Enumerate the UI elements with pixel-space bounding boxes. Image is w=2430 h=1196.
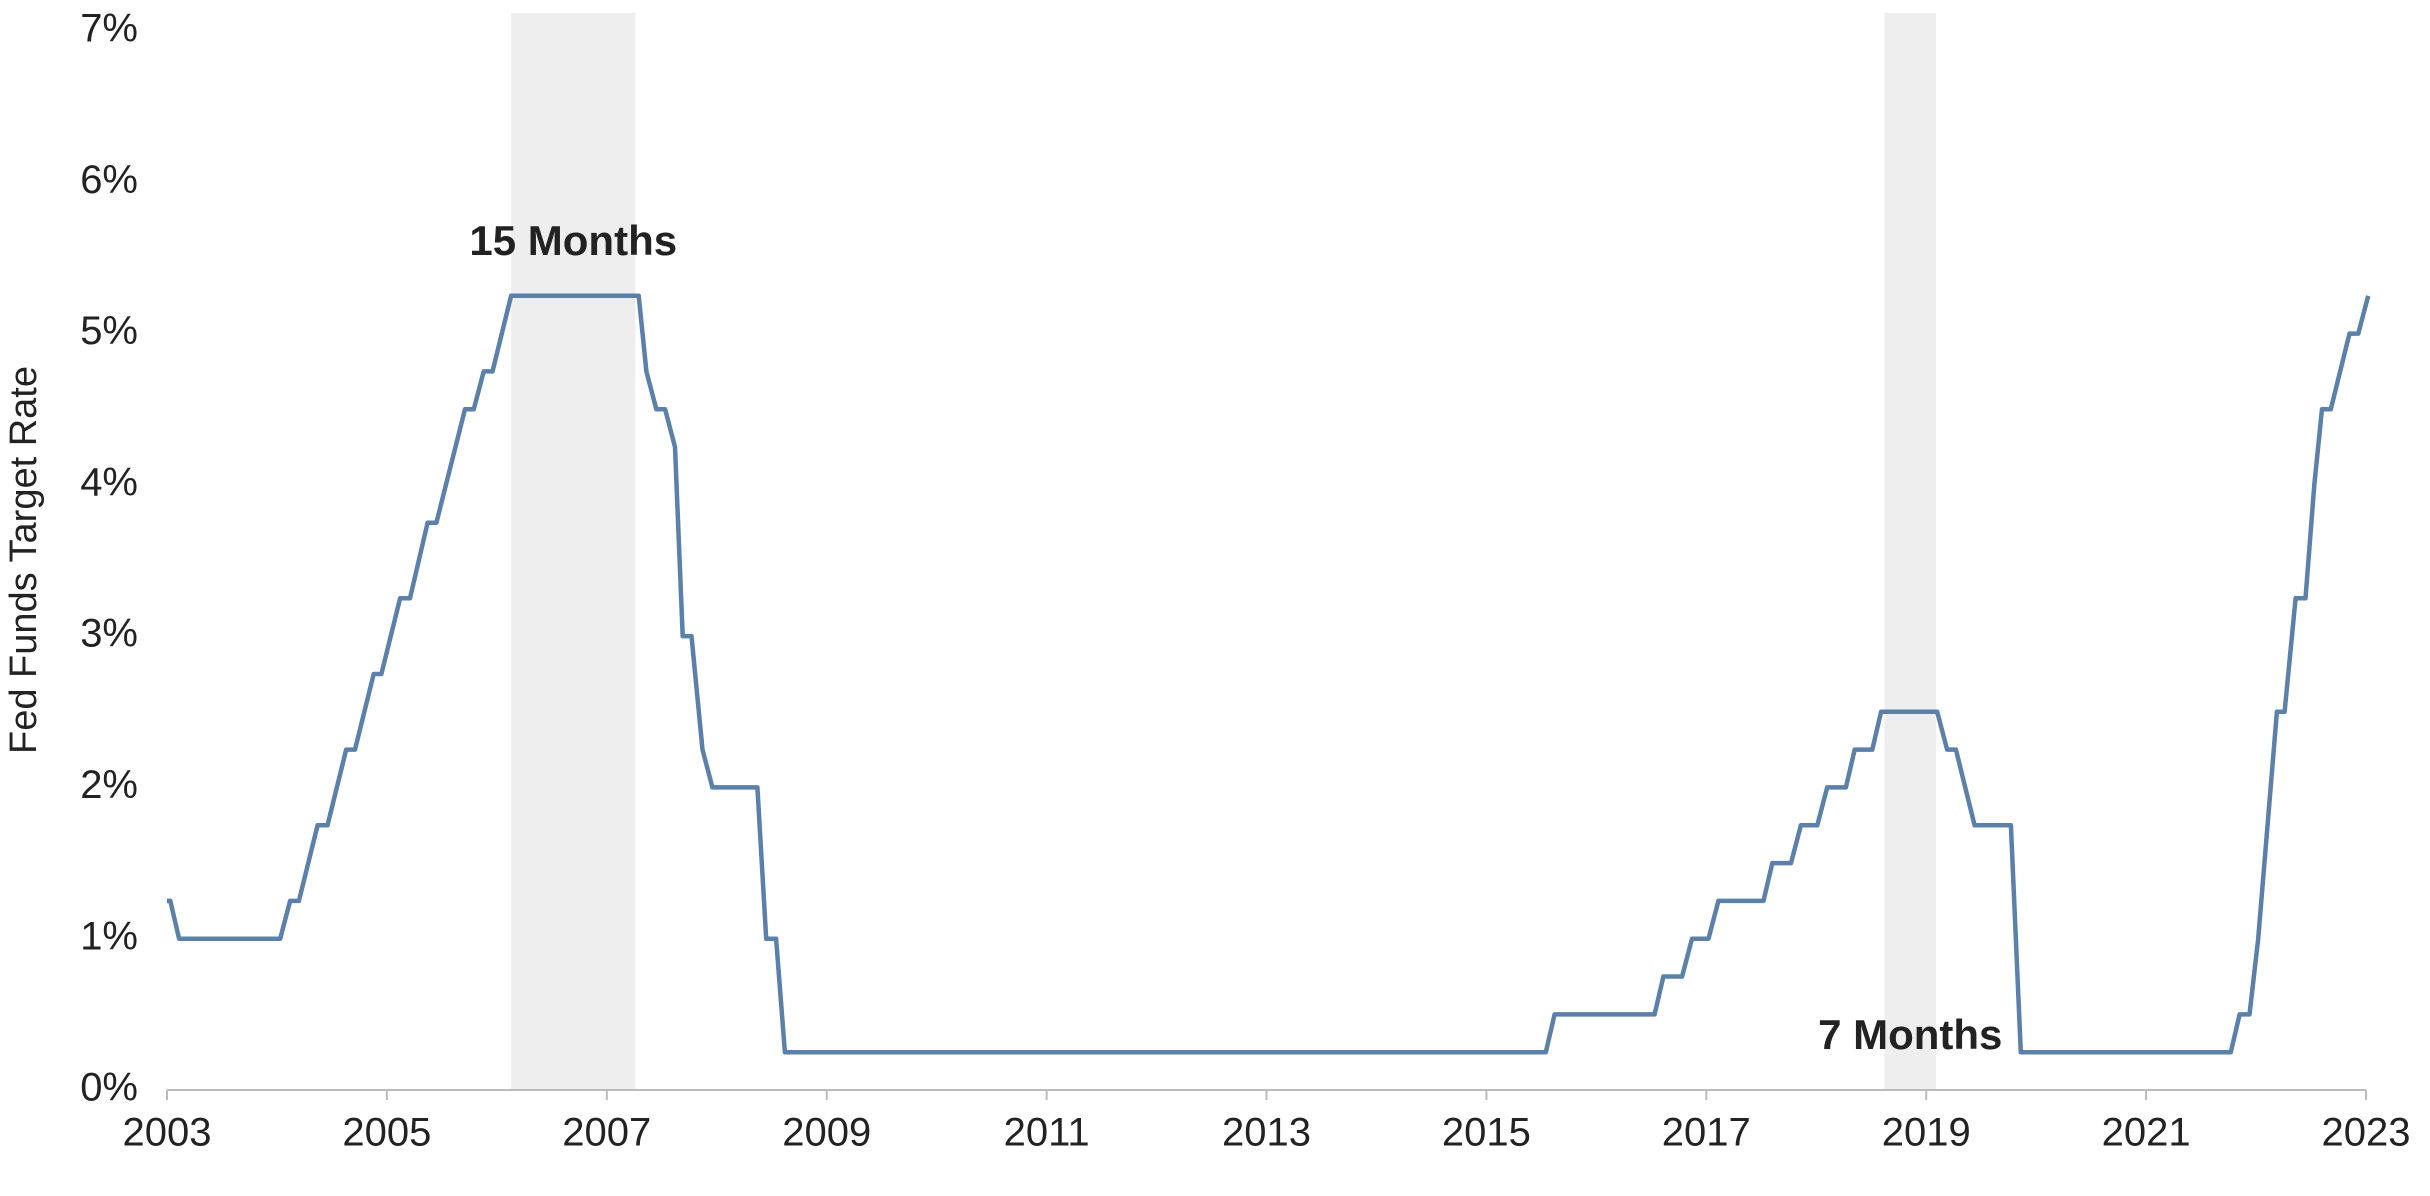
x-tick-label: 2003 <box>123 1111 212 1155</box>
x-tick-label: 2011 <box>1004 1111 1090 1155</box>
y-axis-label: Fed Funds Target Rate <box>3 366 45 754</box>
x-tick-label: 2019 <box>1882 1111 1971 1155</box>
annotation: 15 Months <box>469 217 677 264</box>
y-tick-label: 7% <box>80 7 138 51</box>
x-tick-label: 2005 <box>342 1111 431 1155</box>
y-tick-label: 4% <box>80 460 138 504</box>
annotation: 7 Months <box>1818 1011 2002 1058</box>
y-tick-label: 6% <box>80 158 138 202</box>
y-tick-label: 1% <box>80 914 138 958</box>
x-tick-label: 2007 <box>562 1111 651 1155</box>
x-tick-label: 2009 <box>782 1111 871 1155</box>
x-tick-label: 2023 <box>2322 1111 2411 1155</box>
x-tick-label: 2017 <box>1662 1111 1751 1155</box>
shaded-period <box>1884 13 1937 1090</box>
x-tick-label: 2015 <box>1442 1111 1531 1155</box>
rate-line <box>167 293 2371 1055</box>
y-tick-label: 5% <box>80 309 138 353</box>
y-tick-label: 3% <box>80 612 138 656</box>
shaded-period <box>511 13 636 1090</box>
x-tick-label: 2013 <box>1222 1111 1311 1155</box>
y-tick-label: 0% <box>80 1066 138 1110</box>
y-tick-label: 2% <box>80 763 138 807</box>
x-tick-label: 2021 <box>2102 1111 2191 1155</box>
